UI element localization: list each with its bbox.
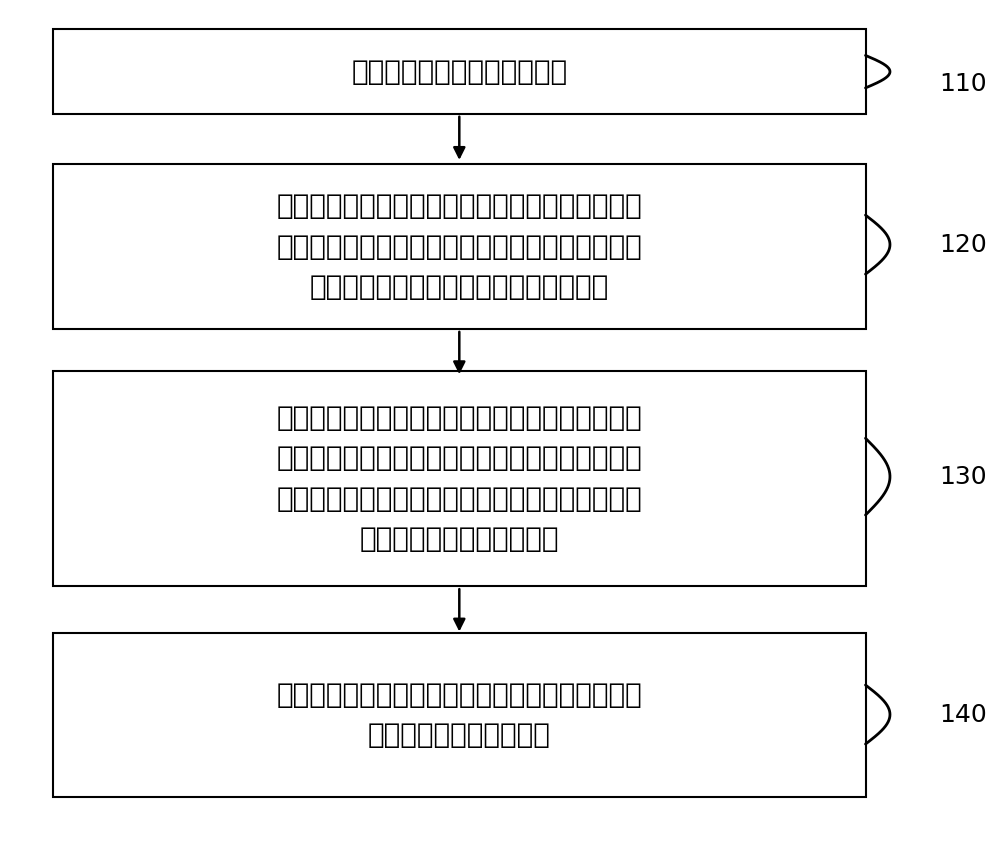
FancyBboxPatch shape bbox=[53, 633, 866, 797]
Text: 二频响曲线，以形成多个具有所述第一频响曲线和: 二频响曲线，以形成多个具有所述第一频响曲线和 bbox=[276, 485, 642, 513]
Text: 130: 130 bbox=[939, 464, 987, 488]
Text: 所述第二频响曲线的曲线组: 所述第二频响曲线的曲线组 bbox=[360, 526, 559, 554]
Text: 述原始信号进行增益控制: 述原始信号进行增益控制 bbox=[368, 721, 551, 749]
Text: 获取多个测试信号，多个所述测试信号为多个所述: 获取多个测试信号，多个所述测试信号为多个所述 bbox=[276, 193, 642, 220]
Text: 述测试信号对应一种强度的所述原始信号: 述测试信号对应一种强度的所述原始信号 bbox=[310, 273, 609, 302]
Text: 以及根据所述原始信号对应的所述测试信号获取第: 以及根据所述原始信号对应的所述测试信号获取第 bbox=[276, 445, 642, 473]
FancyBboxPatch shape bbox=[53, 371, 866, 586]
FancyBboxPatch shape bbox=[53, 164, 866, 329]
Text: 针对每个所述原始信号获取对应的第一频响曲线，: 针对每个所述原始信号获取对应的第一频响曲线， bbox=[276, 404, 642, 432]
Text: 根据多个所述曲线组判断所述功率放大器是否对所: 根据多个所述曲线组判断所述功率放大器是否对所 bbox=[276, 681, 642, 709]
Text: 140: 140 bbox=[939, 703, 987, 727]
Text: 120: 120 bbox=[939, 233, 987, 256]
Text: 110: 110 bbox=[939, 72, 987, 96]
FancyBboxPatch shape bbox=[53, 30, 866, 114]
Text: 原始信号经功率放大器处理后得到，其中，一个所: 原始信号经功率放大器处理后得到，其中，一个所 bbox=[276, 233, 642, 261]
Text: 播放强度不同的多个原始信号: 播放强度不同的多个原始信号 bbox=[351, 58, 567, 86]
